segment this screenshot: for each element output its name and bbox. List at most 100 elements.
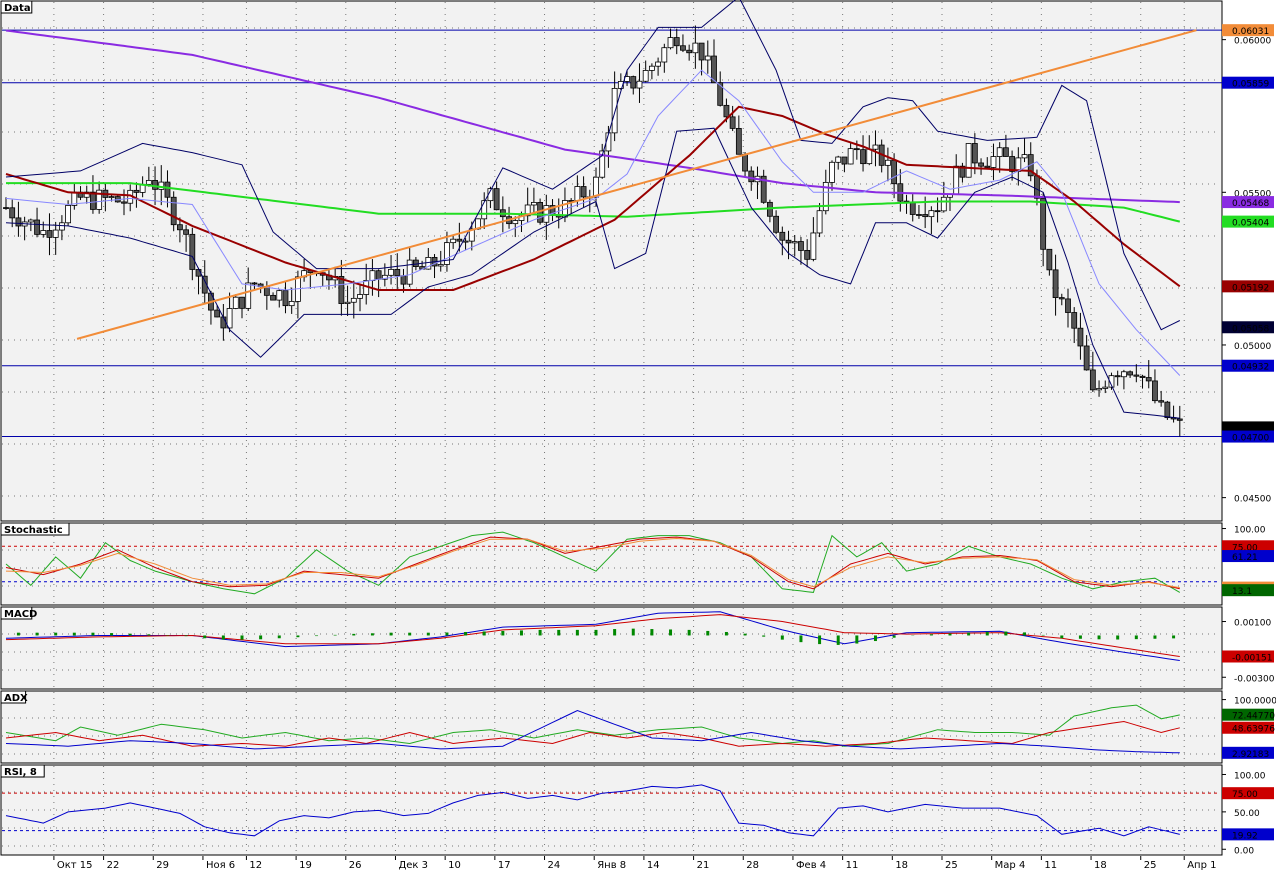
candle-body [251, 282, 258, 285]
x-tick-label: 12 [249, 860, 262, 871]
price-label: 48.63976 [1232, 725, 1275, 735]
panel-data: 0.06000 0.05500 0.05000 0.04500 0.06031 0.058… [0, 0, 1274, 520]
candle-body [34, 219, 40, 235]
candle-body [456, 238, 463, 242]
candle-body [704, 55, 711, 61]
candle-body [245, 282, 252, 309]
candle-body [381, 274, 388, 280]
candle-body [1102, 386, 1109, 389]
candle-body [996, 147, 1003, 157]
price-label-box [1222, 540, 1274, 553]
candle-body [909, 201, 916, 215]
panel-title-box [0, 0, 33, 14]
candle-body [1077, 327, 1084, 347]
panel-frame [0, 522, 1223, 606]
candle-body [922, 214, 929, 218]
price-label: 0.05404 [1232, 219, 1269, 229]
candle-body [810, 232, 817, 260]
candle-body [170, 196, 177, 226]
candle-body [841, 156, 848, 165]
candle-body [835, 156, 842, 163]
x-tick-label: 24 [548, 860, 561, 871]
candle-body [692, 42, 699, 54]
candle-body [1002, 147, 1009, 157]
price-label-box [1222, 421, 1274, 434]
candle-body [52, 229, 59, 238]
price-label-box [1222, 76, 1274, 89]
price-label: 0.05859 [1232, 80, 1269, 90]
candle-body [412, 259, 419, 268]
series-line [5, 614, 1180, 657]
candle-body [822, 182, 829, 212]
panel-adx: 100.00000 72.44770 48.63976 2.92183 ADX [0, 690, 1276, 762]
y-tick-label: 100.00 [1234, 526, 1266, 536]
candle-body [760, 175, 767, 203]
price-label-box [1222, 584, 1274, 597]
price-label-box [1222, 359, 1274, 372]
x-tick-label: 22 [107, 860, 120, 871]
price-label-box [1222, 721, 1274, 734]
candle-body [189, 233, 196, 270]
candle-body [108, 196, 115, 198]
candle-body [226, 308, 233, 329]
x-tick-label: 28 [746, 860, 759, 871]
price-label-box [1222, 430, 1274, 443]
candle-body [816, 210, 823, 234]
y-tick-label: 0.04500 [1234, 495, 1271, 505]
panel-macd: 0.00100 -0.00300 -0.00151 MACD [0, 606, 1275, 688]
candle-body [276, 290, 283, 301]
x-tick-label: 21 [697, 860, 710, 871]
candle-body [450, 238, 457, 244]
candle-body [90, 191, 96, 210]
candle-body [145, 180, 152, 185]
price-label-box [1222, 550, 1274, 563]
candle-body [232, 296, 239, 309]
series-line [5, 127, 1180, 419]
price-label: 0.05058 [1232, 324, 1269, 334]
panel-title-box [0, 690, 27, 704]
y-tick-label: 0.00 [1234, 846, 1254, 856]
candle-body [1108, 375, 1115, 388]
x-tick-label: Апр 1 [1187, 860, 1216, 871]
candle-body [779, 231, 786, 241]
candle-body [574, 186, 581, 201]
candle-body [804, 250, 811, 260]
candle-body [58, 222, 65, 231]
series-line [5, 537, 1180, 589]
panel-frame [0, 606, 1223, 690]
panel-title: Data [4, 3, 31, 14]
panel-title: ADX [4, 693, 28, 704]
candle-body [617, 81, 624, 89]
candle-body [798, 241, 804, 251]
y-tick-label: 0.05500 [1234, 189, 1271, 199]
candle-body [83, 191, 90, 198]
candle-body [717, 82, 724, 106]
candle-body [1071, 312, 1078, 329]
price-label: 75.00 [1232, 543, 1258, 553]
candle-body [661, 47, 668, 63]
candle-body [599, 150, 606, 178]
candle-body [673, 37, 680, 47]
candle-body [698, 42, 705, 61]
candle-body [1052, 269, 1059, 298]
price-label: 0.06031 [1232, 27, 1269, 37]
candle-body [711, 55, 717, 84]
price-label: 0.04700 [1232, 434, 1269, 444]
candle-body [65, 205, 72, 224]
candle-body [773, 215, 780, 233]
candle-body [984, 165, 991, 168]
x-tick-label: Ноя 6 [206, 860, 235, 871]
price-label-box [1222, 24, 1274, 37]
series-line [5, 29, 1180, 204]
candle-body [40, 230, 47, 235]
price-label-box [1222, 650, 1274, 663]
candle-body [1021, 154, 1028, 159]
y-tick-label: -0.00300 [1234, 674, 1275, 684]
candle-body [940, 196, 947, 212]
candle-body [648, 65, 655, 71]
candle-body [338, 276, 345, 304]
candle-body [524, 204, 531, 217]
candle-body [748, 170, 755, 183]
candle-body [872, 144, 879, 150]
